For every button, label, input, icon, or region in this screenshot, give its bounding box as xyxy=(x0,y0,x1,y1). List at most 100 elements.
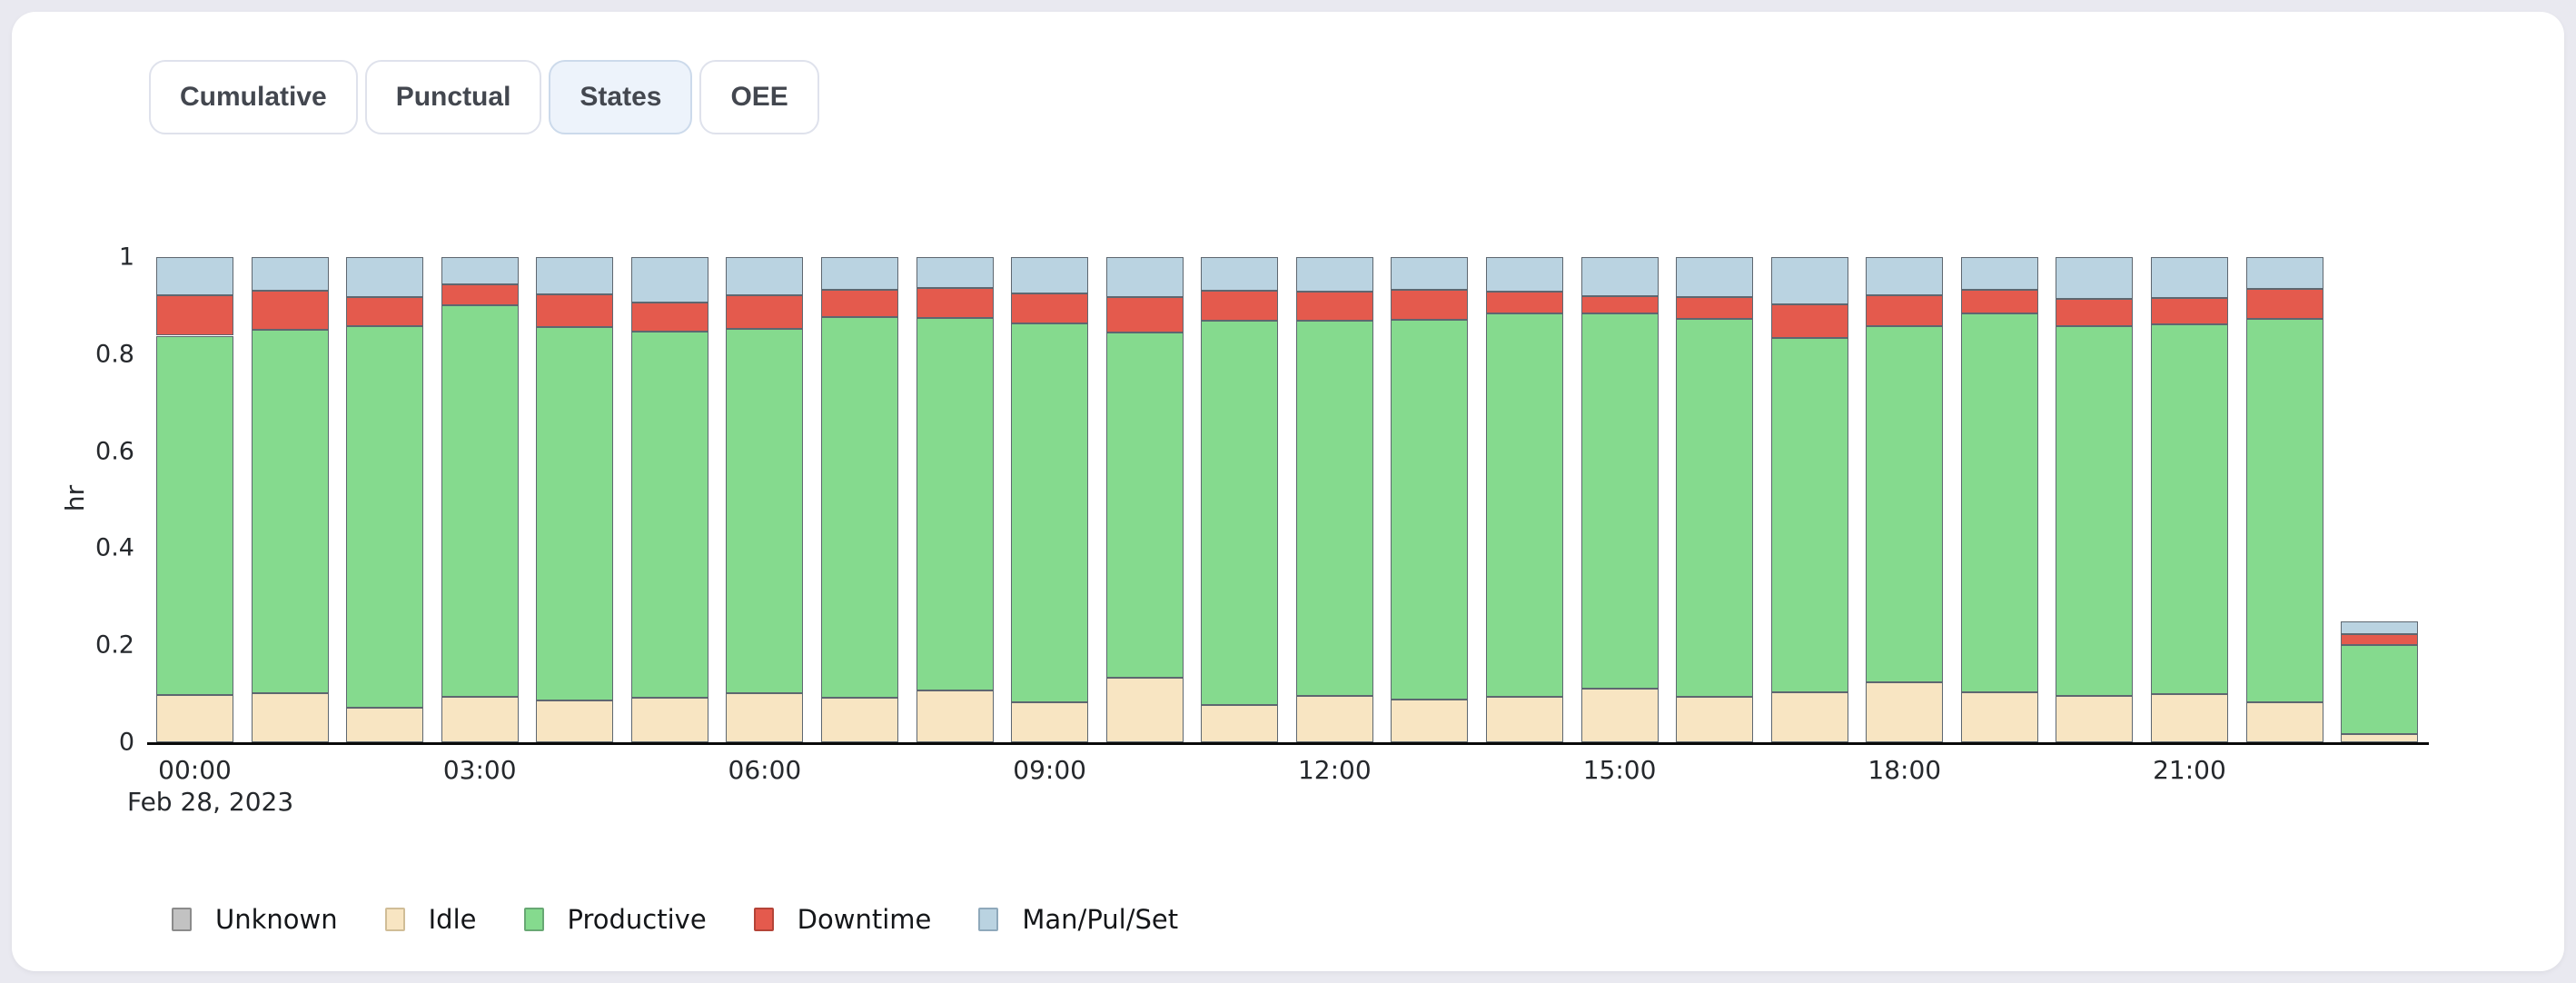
bar-segment-downtime[interactable] xyxy=(1485,291,1563,314)
bar-segment-downtime[interactable] xyxy=(346,296,424,327)
bar-segment-man-pul-set[interactable] xyxy=(630,257,708,303)
bar-segment-idle[interactable] xyxy=(1960,691,2038,742)
bar-segment-productive[interactable] xyxy=(2056,326,2134,697)
bar-segment-downtime[interactable] xyxy=(2341,633,2419,645)
bar-segment-productive[interactable] xyxy=(1295,320,1373,697)
bar-segment-man-pul-set[interactable] xyxy=(441,257,519,284)
tab-punctual[interactable]: Punctual xyxy=(364,60,542,134)
bar-segment-idle[interactable] xyxy=(2341,734,2419,742)
tab-states[interactable]: States xyxy=(549,60,693,134)
legend-item-man-pul-set[interactable]: Man/Pul/Set xyxy=(978,904,1178,935)
bar-segment-idle[interactable] xyxy=(536,700,614,742)
bar-segment-productive[interactable] xyxy=(536,326,614,700)
bar-segment-idle[interactable] xyxy=(1676,697,1754,742)
bar-segment-productive[interactable] xyxy=(251,330,329,693)
legend-item-productive[interactable]: Productive xyxy=(523,904,707,935)
bar-segment-downtime[interactable] xyxy=(1960,290,2038,314)
bar-segment-man-pul-set[interactable] xyxy=(1201,257,1279,291)
bar-segment-downtime[interactable] xyxy=(1391,290,1469,320)
bar-segment-idle[interactable] xyxy=(1105,677,1184,742)
bar-segment-man-pul-set[interactable] xyxy=(1580,257,1659,296)
bar-segment-idle[interactable] xyxy=(1485,696,1563,742)
bar-segment-productive[interactable] xyxy=(1770,337,1848,692)
bar-segment-downtime[interactable] xyxy=(1580,295,1659,313)
bar-segment-man-pul-set[interactable] xyxy=(346,257,424,297)
tab-cumulative[interactable]: Cumulative xyxy=(149,60,358,134)
bar-segment-downtime[interactable] xyxy=(2150,298,2228,325)
bar-segment-idle[interactable] xyxy=(820,697,898,742)
bar-segment-productive[interactable] xyxy=(346,326,424,708)
bar-segment-downtime[interactable] xyxy=(2245,288,2323,319)
bar-segment-productive[interactable] xyxy=(2245,318,2323,702)
bar-segment-man-pul-set[interactable] xyxy=(2341,621,2419,634)
bar-segment-idle[interactable] xyxy=(1770,691,1848,742)
bar-segment-productive[interactable] xyxy=(156,335,233,696)
bar-segment-productive[interactable] xyxy=(1201,321,1279,705)
bar-segment-idle[interactable] xyxy=(1391,700,1469,742)
bar-segment-idle[interactable] xyxy=(346,707,424,742)
bar-segment-man-pul-set[interactable] xyxy=(1391,257,1469,291)
bar-segment-downtime[interactable] xyxy=(1011,293,1089,323)
bar-segment-downtime[interactable] xyxy=(1295,292,1373,321)
bar-segment-man-pul-set[interactable] xyxy=(726,257,804,296)
bar-segment-idle[interactable] xyxy=(441,697,519,742)
legend-item-idle[interactable]: Idle xyxy=(384,904,477,935)
bar-segment-man-pul-set[interactable] xyxy=(2245,257,2323,289)
bar-segment-idle[interactable] xyxy=(1295,696,1373,742)
bar-segment-man-pul-set[interactable] xyxy=(1485,257,1563,292)
bar-segment-man-pul-set[interactable] xyxy=(1960,257,2038,291)
bar-segment-man-pul-set[interactable] xyxy=(1770,257,1848,304)
bar-segment-productive[interactable] xyxy=(1391,319,1469,700)
bar-segment-downtime[interactable] xyxy=(1105,296,1184,333)
bar-segment-man-pul-set[interactable] xyxy=(536,257,614,295)
bar-segment-idle[interactable] xyxy=(2150,694,2228,742)
bar-segment-idle[interactable] xyxy=(156,695,233,742)
legend-item-downtime[interactable]: Downtime xyxy=(753,904,931,935)
bar-segment-downtime[interactable] xyxy=(820,290,898,317)
bar-segment-idle[interactable] xyxy=(1580,689,1659,742)
bar-segment-downtime[interactable] xyxy=(916,287,994,318)
bar-segment-idle[interactable] xyxy=(630,697,708,742)
bar-segment-productive[interactable] xyxy=(820,316,898,698)
bar-segment-idle[interactable] xyxy=(916,690,994,742)
bar-segment-idle[interactable] xyxy=(726,692,804,742)
bar-segment-man-pul-set[interactable] xyxy=(156,257,233,296)
legend-item-unknown[interactable]: Unknown xyxy=(172,904,338,935)
bar-segment-man-pul-set[interactable] xyxy=(1295,257,1373,293)
bar-segment-idle[interactable] xyxy=(251,692,329,742)
bar-segment-productive[interactable] xyxy=(441,305,519,698)
bar-segment-man-pul-set[interactable] xyxy=(2056,257,2134,300)
bar-segment-man-pul-set[interactable] xyxy=(1676,257,1754,297)
bar-segment-productive[interactable] xyxy=(2150,324,2228,695)
bar-segment-downtime[interactable] xyxy=(251,291,329,331)
bar-segment-downtime[interactable] xyxy=(536,294,614,327)
bar-segment-man-pul-set[interactable] xyxy=(1011,257,1089,293)
bar-segment-man-pul-set[interactable] xyxy=(916,257,994,288)
bar-segment-idle[interactable] xyxy=(2245,701,2323,742)
bar-segment-idle[interactable] xyxy=(1011,701,1089,742)
bar-segment-idle[interactable] xyxy=(2056,696,2134,742)
bar-segment-productive[interactable] xyxy=(1960,313,2038,692)
tab-oee[interactable]: OEE xyxy=(699,60,819,134)
bar-segment-productive[interactable] xyxy=(1676,318,1754,698)
bar-segment-downtime[interactable] xyxy=(1770,303,1848,338)
bar-segment-man-pul-set[interactable] xyxy=(2150,257,2228,299)
bar-segment-productive[interactable] xyxy=(1105,333,1184,678)
bar-segment-downtime[interactable] xyxy=(630,302,708,333)
bar-segment-downtime[interactable] xyxy=(1201,290,1279,322)
bar-segment-man-pul-set[interactable] xyxy=(820,257,898,291)
bar-segment-productive[interactable] xyxy=(1011,323,1089,702)
bar-segment-downtime[interactable] xyxy=(1676,296,1754,319)
bar-segment-downtime[interactable] xyxy=(2056,299,2134,327)
bar-segment-idle[interactable] xyxy=(1866,681,1944,742)
bar-segment-productive[interactable] xyxy=(916,317,994,690)
bar-segment-man-pul-set[interactable] xyxy=(1866,257,1944,296)
bar-segment-downtime[interactable] xyxy=(441,283,519,306)
bar-segment-productive[interactable] xyxy=(726,329,804,693)
bar-segment-man-pul-set[interactable] xyxy=(1105,257,1184,297)
bar-segment-downtime[interactable] xyxy=(156,295,233,336)
bar-segment-productive[interactable] xyxy=(2341,644,2419,735)
bar-segment-downtime[interactable] xyxy=(726,295,804,330)
bar-segment-productive[interactable] xyxy=(1580,313,1659,690)
bar-segment-man-pul-set[interactable] xyxy=(251,257,329,292)
